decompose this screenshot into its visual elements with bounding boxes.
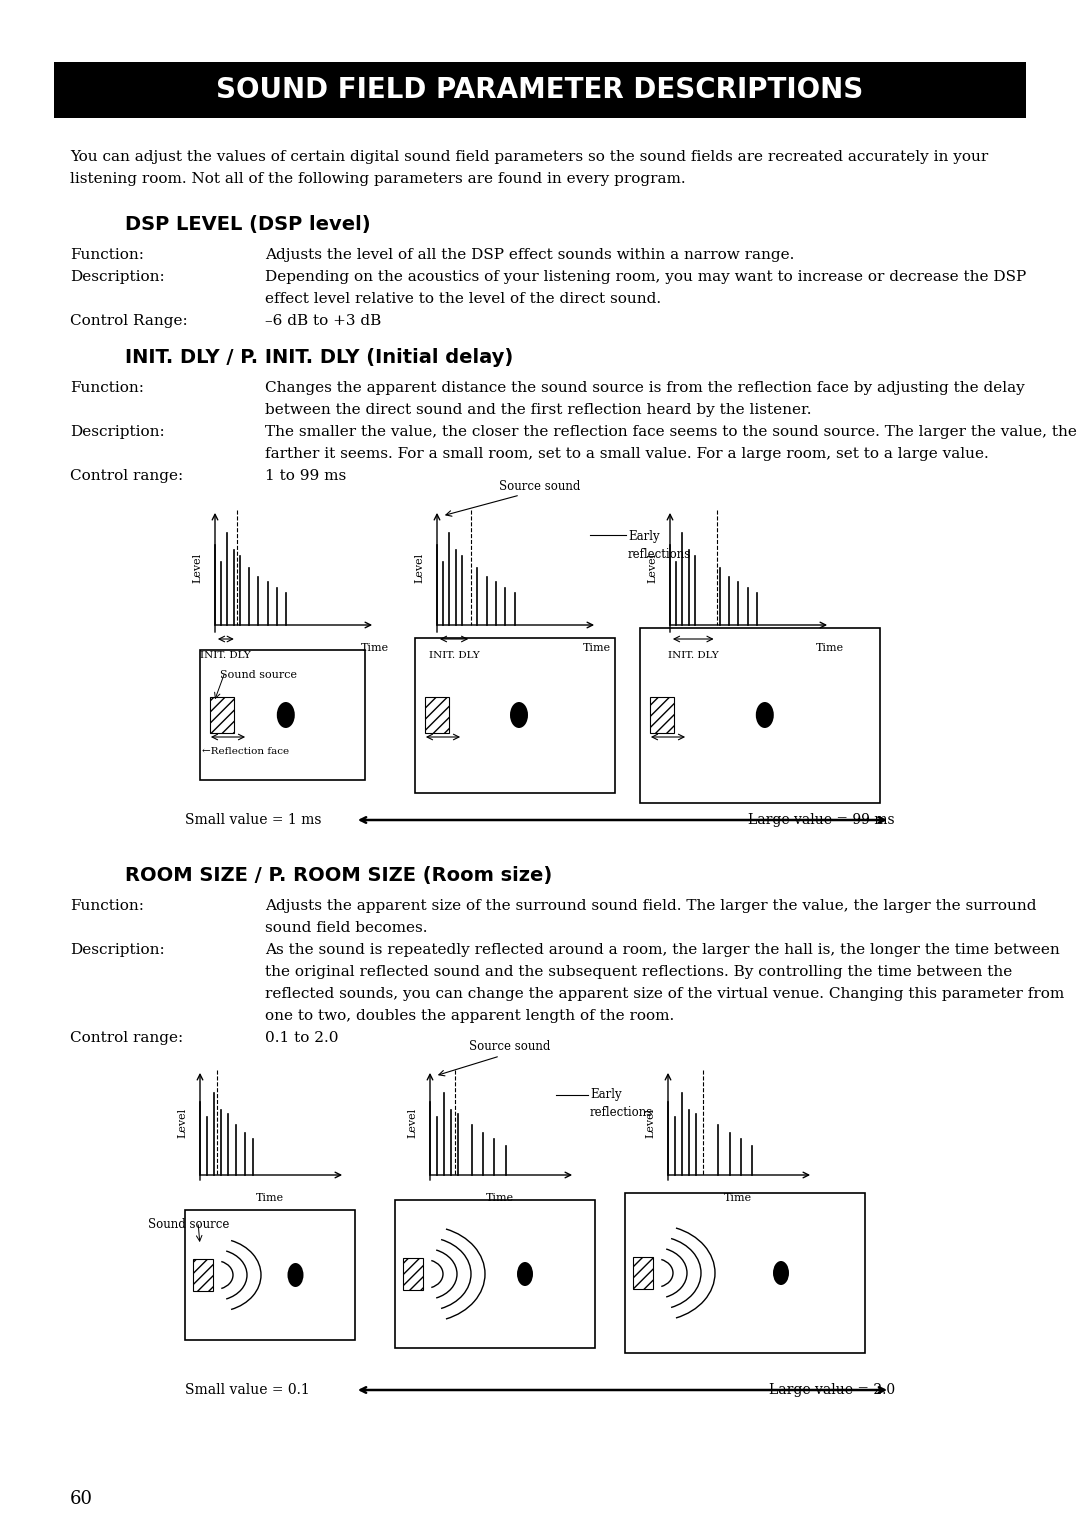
Text: sound field becomes.: sound field becomes. <box>265 922 428 935</box>
Bar <box>426 697 449 732</box>
Text: Level: Level <box>192 552 202 583</box>
Text: Early: Early <box>627 530 660 543</box>
Text: Control Range:: Control Range: <box>70 314 188 328</box>
Text: Time: Time <box>256 1193 284 1202</box>
Text: Small value = 1 ms: Small value = 1 ms <box>185 813 322 827</box>
Text: reflections: reflections <box>590 1106 653 1119</box>
Text: Changes the apparent distance the sound source is from the reflection face by ad: Changes the apparent distance the sound … <box>265 382 1025 395</box>
Bar <box>193 1259 213 1291</box>
Text: INIT. DLY: INIT. DLY <box>667 652 718 661</box>
Ellipse shape <box>510 702 528 728</box>
Bar <box>650 697 674 732</box>
Text: Large value = 2.0: Large value = 2.0 <box>769 1383 895 1396</box>
Text: Depending on the acoustics of your listening room, you may want to increase or d: Depending on the acoustics of your liste… <box>265 270 1026 284</box>
Text: Description:: Description: <box>70 270 165 284</box>
Text: Time: Time <box>486 1193 514 1202</box>
Text: Adjusts the apparent size of the surround sound field. The larger the value, the: Adjusts the apparent size of the surroun… <box>265 899 1037 913</box>
Text: Description:: Description: <box>70 426 165 439</box>
Text: effect level relative to the level of the direct sound.: effect level relative to the level of th… <box>265 291 661 307</box>
Text: Description:: Description: <box>70 943 165 957</box>
Bar <box>640 629 880 803</box>
Bar <box>403 1257 423 1289</box>
Text: Level: Level <box>177 1108 187 1137</box>
Text: reflections: reflections <box>627 548 691 562</box>
Bar <box>633 1257 653 1289</box>
Text: Function:: Function: <box>70 249 144 262</box>
Text: Early: Early <box>590 1088 622 1100</box>
Bar <box>185 1210 355 1340</box>
Text: listening room. Not all of the following parameters are found in every program.: listening room. Not all of the following… <box>70 172 686 186</box>
Text: Sound source: Sound source <box>220 670 297 681</box>
Text: Control range:: Control range: <box>70 1032 184 1045</box>
Text: Function:: Function: <box>70 382 144 395</box>
Text: one to two, doubles the apparent length of the room.: one to two, doubles the apparent length … <box>265 1009 674 1022</box>
Ellipse shape <box>756 702 773 728</box>
Text: Function:: Function: <box>70 899 144 913</box>
Text: 0.1 to 2.0: 0.1 to 2.0 <box>265 1032 338 1045</box>
Bar <box>200 650 365 780</box>
Text: Time: Time <box>815 642 845 653</box>
Bar <box>395 1199 595 1347</box>
Bar <box>625 1193 865 1354</box>
Text: Adjusts the level of all the DSP effect sounds within a narrow range.: Adjusts the level of all the DSP effect … <box>265 249 795 262</box>
Text: Source sound: Source sound <box>470 1041 551 1053</box>
Text: Source sound: Source sound <box>499 481 581 493</box>
Text: Control range:: Control range: <box>70 468 184 484</box>
Text: reflected sounds, you can change the apparent size of the virtual venue. Changin: reflected sounds, you can change the app… <box>265 987 1064 1001</box>
Text: Time: Time <box>583 642 611 653</box>
Text: Sound source: Sound source <box>148 1218 229 1231</box>
Text: As the sound is repeatedly reflected around a room, the larger the hall is, the : As the sound is repeatedly reflected aro… <box>265 943 1059 957</box>
Text: Level: Level <box>414 552 424 583</box>
Text: Level: Level <box>647 552 657 583</box>
Text: INIT. DLY: INIT. DLY <box>201 652 252 661</box>
Text: between the direct sound and the first reflection heard by the listener.: between the direct sound and the first r… <box>265 403 811 417</box>
Text: SOUND FIELD PARAMETER DESCRIPTIONS: SOUND FIELD PARAMETER DESCRIPTIONS <box>216 76 864 104</box>
Text: farther it seems. For a small room, set to a small value. For a large room, set : farther it seems. For a small room, set … <box>265 447 989 461</box>
Ellipse shape <box>773 1260 789 1285</box>
Text: ←Reflection face: ←Reflection face <box>202 748 289 755</box>
Text: –6 dB to +3 dB: –6 dB to +3 dB <box>265 314 381 328</box>
Text: DSP LEVEL (DSP level): DSP LEVEL (DSP level) <box>125 215 370 233</box>
Ellipse shape <box>287 1264 303 1286</box>
Text: Time: Time <box>724 1193 752 1202</box>
Text: Time: Time <box>361 642 389 653</box>
Bar <box>210 697 234 732</box>
Text: ROOM SIZE / P. ROOM SIZE (Room size): ROOM SIZE / P. ROOM SIZE (Room size) <box>125 865 552 885</box>
Text: 60: 60 <box>70 1489 93 1508</box>
Text: INIT. DLY / P. INIT. DLY (Initial delay): INIT. DLY / P. INIT. DLY (Initial delay) <box>125 348 513 366</box>
Text: You can adjust the values of certain digital sound field parameters so the sound: You can adjust the values of certain dig… <box>70 150 988 163</box>
Text: 1 to 99 ms: 1 to 99 ms <box>265 468 347 484</box>
Text: Level: Level <box>407 1108 417 1137</box>
Text: The smaller the value, the closer the reflection face seems to the sound source.: The smaller the value, the closer the re… <box>265 426 1077 439</box>
Text: INIT. DLY: INIT. DLY <box>429 652 480 661</box>
Ellipse shape <box>276 702 295 728</box>
Text: Large value = 99 ms: Large value = 99 ms <box>748 813 895 827</box>
Text: Small value = 0.1: Small value = 0.1 <box>185 1383 310 1396</box>
Text: the original reflected sound and the subsequent reflections. By controlling the : the original reflected sound and the sub… <box>265 964 1012 980</box>
Text: Level: Level <box>645 1108 654 1137</box>
Bar <box>54 63 1026 118</box>
Ellipse shape <box>517 1262 534 1286</box>
Bar <box>415 638 615 794</box>
